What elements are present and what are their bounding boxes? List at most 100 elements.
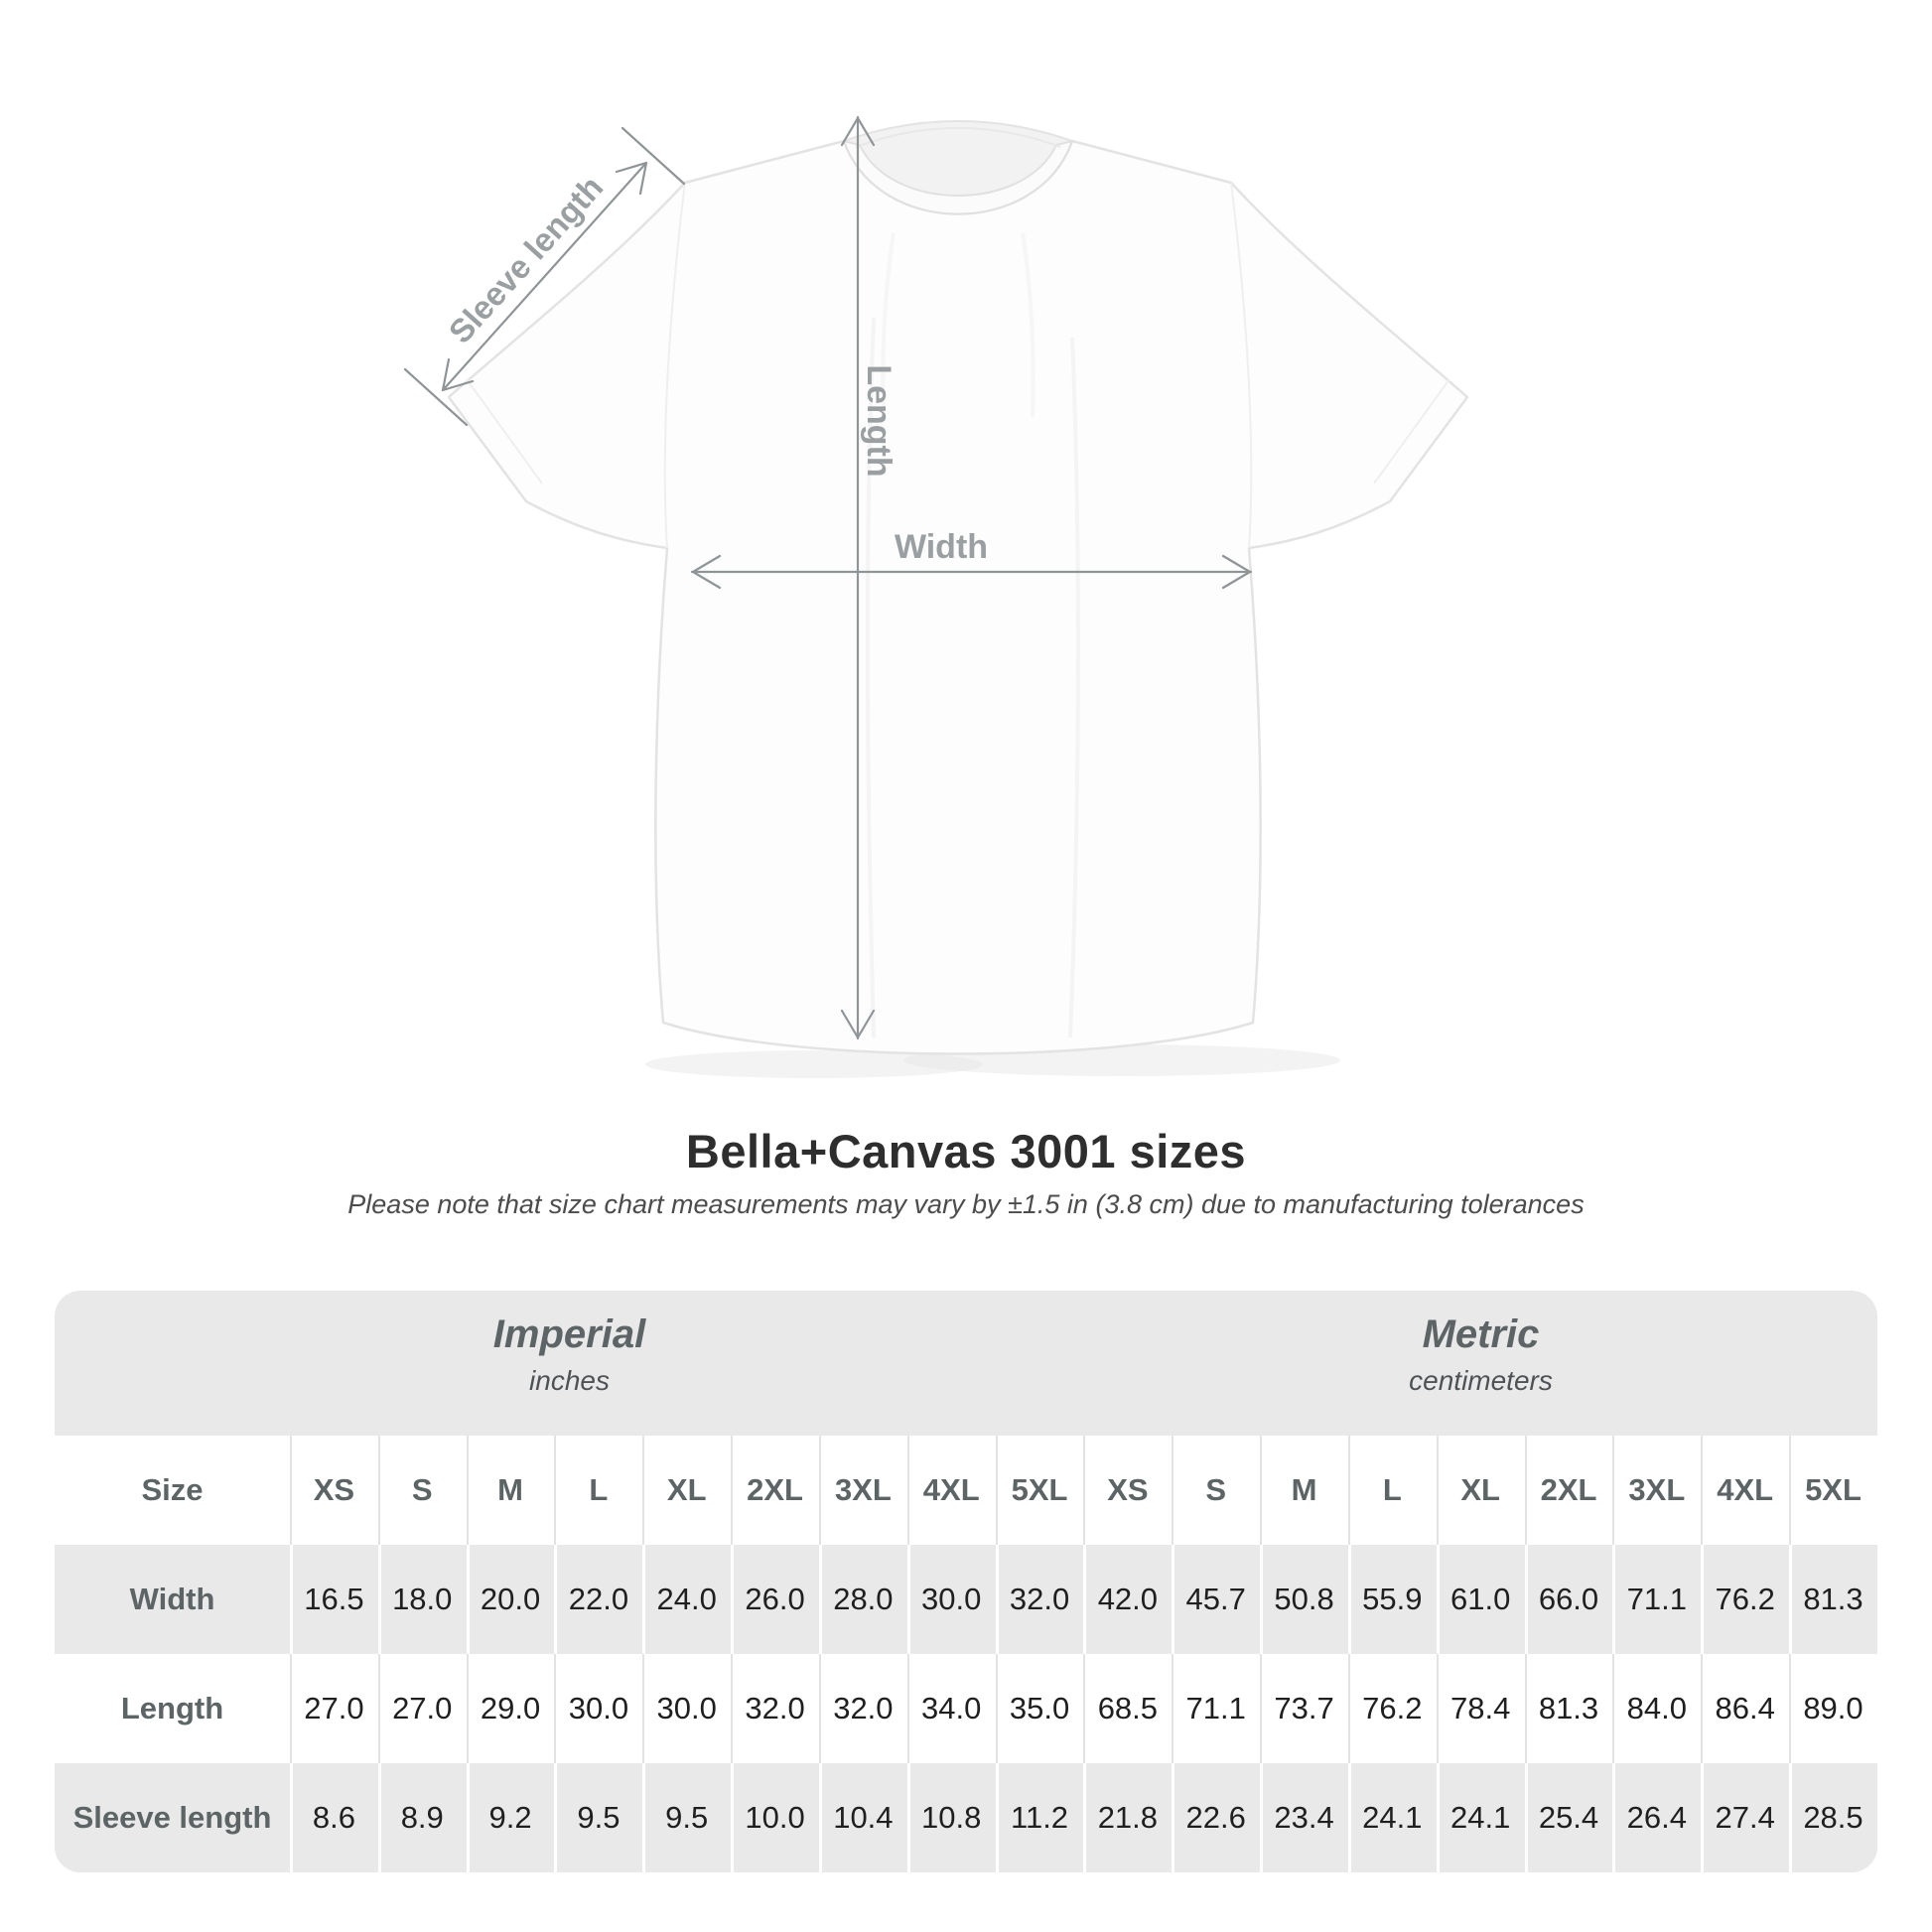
table-row-width: Width 16.5 18.0 20.0 22.0 24.0 26.0 28.0 30.0 32.… [55,1545,1877,1654]
row-label-length: Length [120,1691,224,1725]
size-header-row: Size XS S M L XL 2XL 3XL 4XL 5XL XS S M L XL 2XL 3XL 4XL 5… [55,1436,1877,1545]
width-imperial-m: 20.0 [467,1545,555,1654]
column-header-imperial-4xl: 4XL [907,1436,996,1545]
length-imperial-s: 27.0 [378,1654,467,1763]
width-imperial-3xl: 28.0 [819,1545,907,1654]
length-dimension-arrow [840,115,876,1040]
length-dimension-label: Length [860,364,897,477]
fabric-fold [881,232,896,418]
width-metric-4xl: 76.2 [1701,1545,1789,1654]
column-header-metric-xs: XS [1083,1436,1172,1545]
column-header-metric-m: M [1260,1436,1348,1545]
tshirt-measurement-diagram: Width Length Sleeve length [403,115,1469,1078]
width-metric-3xl: 71.1 [1612,1545,1701,1654]
width-imperial-xs: 16.5 [290,1545,378,1654]
sleeve-length-imperial-m: 9.2 [467,1763,555,1872]
width-imperial-4xl: 30.0 [907,1545,996,1654]
sleeve-length-imperial-4xl: 10.8 [907,1763,996,1872]
unit-group-band: Imperial inches Metric centimeters [55,1291,1877,1436]
length-metric-l: 76.2 [1348,1654,1437,1763]
length-metric-xl: 78.4 [1437,1654,1525,1763]
size-chart-card: Imperial inches Metric centimeters Size X… [55,1291,1877,1872]
page-title: Bella+Canvas 3001 sizes [685,1125,1247,1177]
width-metric-xs: 42.0 [1083,1545,1172,1654]
width-metric-2xl: 66.0 [1525,1545,1613,1654]
length-metric-2xl: 81.3 [1525,1654,1613,1763]
length-metric-3xl: 84.0 [1612,1654,1701,1763]
collar-back-seam [855,127,1061,148]
length-imperial-5xl: 35.0 [996,1654,1084,1763]
width-imperial-l: 22.0 [554,1545,642,1654]
sleeve-length-imperial-5xl: 11.2 [996,1763,1084,1872]
metric-group-header: Metric centimeters [1084,1291,1877,1436]
imperial-group-unit: inches [529,1365,610,1396]
column-header-imperial-s: S [378,1436,467,1545]
width-metric-s: 45.7 [1172,1545,1260,1654]
sleeve-length-metric-xl: 24.1 [1437,1763,1525,1872]
tshirt-collar-band [843,140,1073,215]
metric-group-unit: centimeters [1409,1365,1553,1396]
sleeve-seam-right [1230,182,1253,549]
width-dimension-arrow [690,554,1253,590]
page-subtitle: Please note that size chart measurements… [347,1189,1585,1219]
sleeve-length-metric-2xl: 25.4 [1525,1763,1613,1872]
sleeve-length-metric-5xl: 28.5 [1789,1763,1877,1872]
sleeve-seam-left [663,182,686,549]
width-metric-5xl: 81.3 [1789,1545,1877,1654]
sleeve-length-imperial-s: 8.9 [378,1763,467,1872]
size-table-body: Size XS S M L XL 2XL 3XL 4XL 5XL XS S M L XL 2XL 3XL 4XL 5… [55,1436,1877,1872]
column-header-imperial-l: L [554,1436,642,1545]
width-metric-l: 55.9 [1348,1545,1437,1654]
fabric-fold [1068,337,1080,1038]
length-imperial-l: 30.0 [554,1654,642,1763]
sleeve-length-imperial-2xl: 10.0 [731,1763,819,1872]
width-dimension-label: Width [895,528,988,566]
column-header-metric-3xl: 3XL [1612,1436,1701,1545]
cuff-seam-right [1373,378,1450,484]
length-imperial-xl: 30.0 [642,1654,731,1763]
column-header-metric-2xl: 2XL [1525,1436,1613,1545]
sleeve-length-imperial-xl: 9.5 [642,1763,731,1872]
column-header-metric-5xl: 5XL [1789,1436,1877,1545]
column-header-imperial-3xl: 3XL [819,1436,907,1545]
imperial-group-label: Imperial [492,1312,646,1356]
column-header-imperial-xl: XL [642,1436,731,1545]
length-metric-5xl: 89.0 [1789,1654,1877,1763]
cuff-seam-left [466,378,543,484]
width-imperial-xl: 24.0 [642,1545,731,1654]
column-header-imperial-xs: XS [290,1436,378,1545]
row-label-width: Width [129,1582,215,1616]
length-imperial-xs: 27.0 [290,1654,378,1763]
size-header-label: Size [141,1472,204,1507]
width-imperial-2xl: 26.0 [731,1545,819,1654]
length-metric-xs: 68.5 [1083,1654,1172,1763]
width-metric-xl: 61.0 [1437,1545,1525,1654]
width-metric-m: 50.8 [1260,1545,1348,1654]
metric-group-label: Metric [1422,1312,1540,1356]
sleeve-length-metric-m: 23.4 [1260,1763,1348,1872]
sleeve-length-imperial-l: 9.5 [554,1763,642,1872]
column-header-metric-4xl: 4XL [1701,1436,1789,1545]
length-imperial-4xl: 34.0 [907,1654,996,1763]
column-header-imperial-2xl: 2XL [731,1436,819,1545]
sleeve-length-imperial-xs: 8.6 [290,1763,378,1872]
row-label-sleeve-length: Sleeve length [72,1800,272,1835]
column-header-metric-s: S [1172,1436,1260,1545]
length-imperial-m: 29.0 [467,1654,555,1763]
column-header-imperial-5xl: 5XL [996,1436,1084,1545]
length-imperial-3xl: 32.0 [819,1654,907,1763]
sleeve-length-imperial-3xl: 10.4 [819,1763,907,1872]
fabric-fold [865,317,876,1038]
sleeve-length-metric-4xl: 27.4 [1701,1763,1789,1872]
tshirt-body [447,139,1469,1055]
sleeve-length-metric-l: 24.1 [1348,1763,1437,1872]
length-metric-s: 71.1 [1172,1654,1260,1763]
column-header-imperial-m: M [467,1436,555,1545]
length-metric-4xl: 86.4 [1701,1654,1789,1763]
width-imperial-5xl: 32.0 [996,1545,1084,1654]
width-imperial-s: 18.0 [378,1545,467,1654]
table-row-sleeve-length: Sleeve length 8.6 8.9 9.2 9.5 9.5 10.0 10.4 10.8… [55,1763,1877,1872]
table-row-length: Length 27.0 27.0 29.0 30.0 30.0 32.0 32.0 34.0 35… [55,1654,1877,1763]
hem-shadow [645,1050,983,1078]
